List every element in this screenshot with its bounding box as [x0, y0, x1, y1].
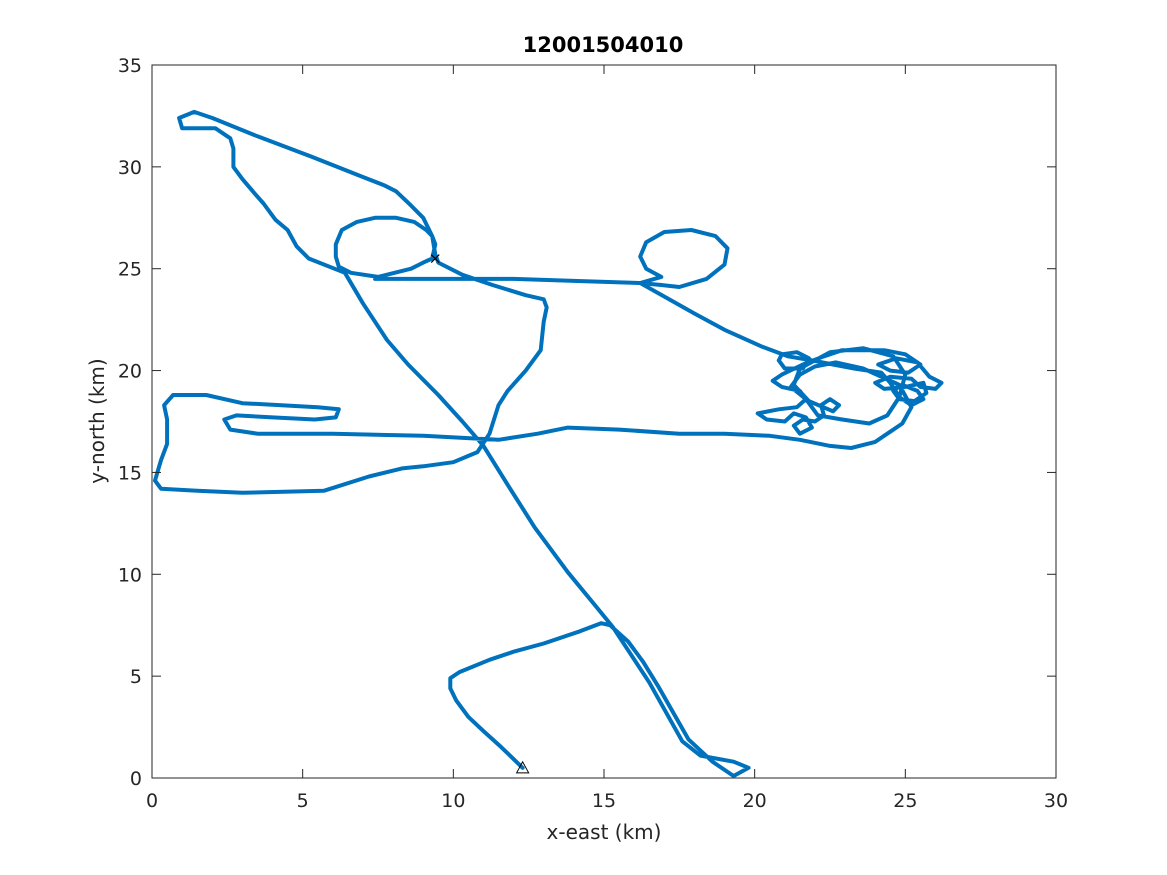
- y-tick-group: 0 5 10 15 20 25 30 35: [118, 55, 1056, 790]
- y-tick-label: 10: [118, 564, 142, 586]
- x-tick-label: 30: [1044, 790, 1068, 812]
- x-tick-label: 15: [592, 790, 616, 812]
- y-axis-label: y-north (km): [85, 358, 109, 483]
- track-line-2: [638, 228, 730, 289]
- x-tick-group: 0 5 10 15 20 25 30: [146, 65, 1068, 812]
- y-tick-label: 5: [130, 666, 142, 688]
- start-marker-triangle: [515, 760, 530, 774]
- axes-box: [151, 64, 1057, 779]
- y-tick-label: 25: [118, 259, 142, 281]
- x-tick-label: 5: [297, 790, 309, 812]
- markers-group: [430, 254, 530, 774]
- track-line-3: [776, 350, 811, 371]
- x-axis-label: x-east (km): [547, 820, 662, 844]
- x-tick-label: 0: [146, 790, 158, 812]
- track-series-group: [153, 109, 944, 778]
- plot-area: 0 5 10 15 20 25 30 0 5 10 15 20 25 30 35: [118, 55, 1068, 812]
- y-tick-label: 20: [118, 361, 142, 383]
- y-tick-label: 30: [118, 157, 142, 179]
- y-tick-label: 0: [130, 768, 142, 790]
- chart-title: 12001504010: [523, 33, 684, 57]
- x-tick-label: 25: [893, 790, 917, 812]
- x-tick-label: 10: [441, 790, 465, 812]
- x-tick-label: 20: [743, 790, 767, 812]
- track-line-1: [153, 109, 944, 778]
- y-tick-label: 15: [118, 462, 142, 484]
- end-marker-cross: [430, 254, 440, 263]
- y-tick-label: 35: [118, 55, 142, 77]
